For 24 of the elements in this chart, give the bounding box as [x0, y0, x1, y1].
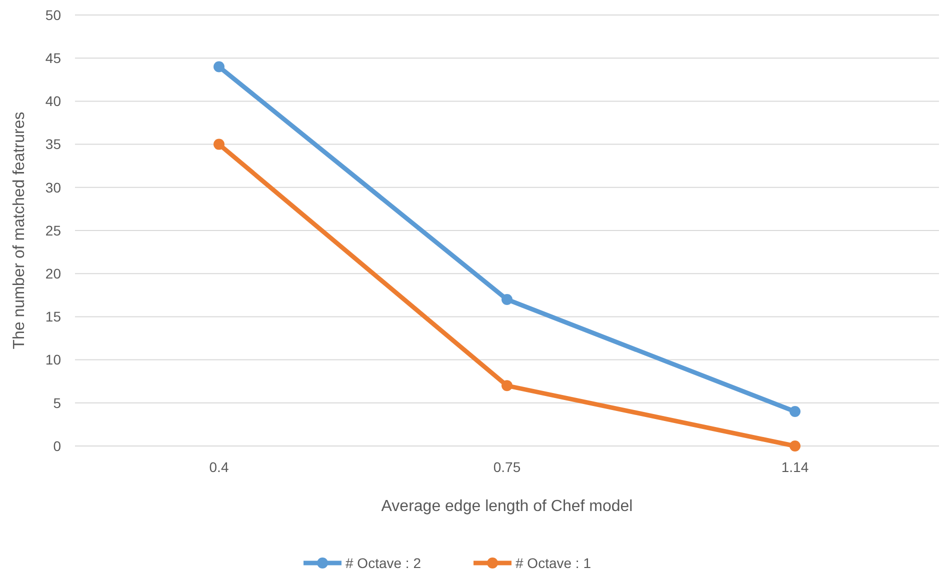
- y-tick-label: 20: [45, 266, 62, 282]
- y-tick-label: 0: [53, 438, 62, 454]
- y-tick-label: 40: [45, 93, 62, 110]
- y-tick-label: 30: [45, 179, 62, 196]
- point: [790, 406, 800, 418]
- y-tick-label: 5: [53, 394, 62, 411]
- y-tick-label: 35: [45, 136, 62, 152]
- point: [214, 138, 224, 150]
- y-tick-label: 10: [45, 352, 62, 368]
- x-axis-title: Average edge length of Chef model: [381, 498, 633, 515]
- point: [502, 294, 512, 305]
- point: [214, 61, 224, 72]
- y-tick-label: 50: [45, 6, 62, 23]
- legend-label: # Octave : 2: [346, 554, 422, 571]
- y-axis-title: The number of matched featrures: [11, 112, 28, 350]
- legend-label: # Octave : 1: [516, 554, 592, 571]
- point: [502, 380, 512, 392]
- x-tick-label: 1.14: [781, 459, 809, 475]
- y-tick-label: 15: [45, 308, 62, 325]
- point: [790, 440, 800, 452]
- x-tick-label: 0.4: [209, 459, 229, 475]
- x-tick-label: 0.75: [493, 459, 521, 475]
- y-tick-label: 45: [45, 50, 62, 66]
- y-tick-label: 25: [45, 222, 62, 238]
